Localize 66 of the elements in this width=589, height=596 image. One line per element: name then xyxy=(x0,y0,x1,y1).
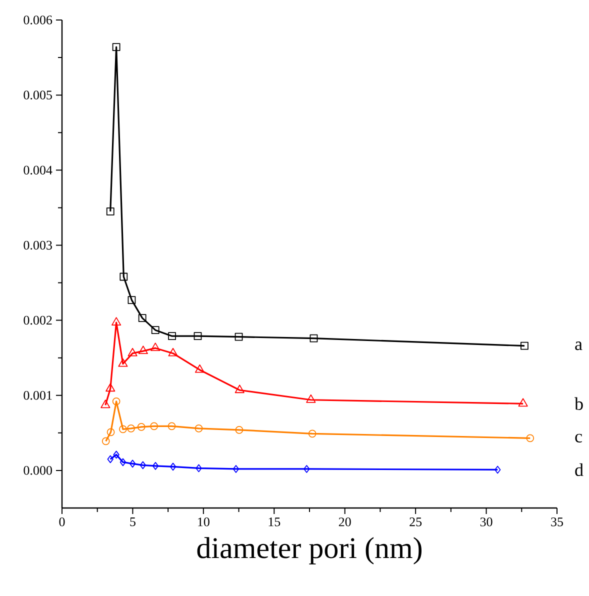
point xyxy=(138,314,146,322)
point xyxy=(234,384,244,394)
x-tick-label: 5 xyxy=(130,518,136,526)
text: d xyxy=(575,463,584,476)
x-tick-label: 25 xyxy=(410,518,422,526)
point xyxy=(120,458,126,466)
point xyxy=(150,342,160,352)
point xyxy=(196,464,202,472)
point xyxy=(152,462,159,470)
point xyxy=(113,450,120,459)
point xyxy=(119,425,127,434)
y-tick-label: 0.000 xyxy=(24,466,52,475)
point xyxy=(112,43,120,51)
point xyxy=(118,358,128,367)
point xyxy=(526,434,534,442)
x-tick-label: 30 xyxy=(480,518,492,526)
y-tick-label: 0.003 xyxy=(24,240,52,250)
point xyxy=(137,422,146,431)
point xyxy=(306,394,316,403)
point xyxy=(194,424,203,432)
point xyxy=(151,326,160,334)
point xyxy=(102,437,110,446)
point xyxy=(128,348,138,356)
point xyxy=(232,465,240,473)
point xyxy=(138,346,148,354)
x-tick-label: 0 xyxy=(59,518,65,526)
point xyxy=(494,466,501,474)
text: b xyxy=(574,397,583,410)
point xyxy=(106,428,115,436)
x-axis-title: diameter pori (nm) xyxy=(197,537,422,564)
x-tick-label: 10 xyxy=(198,518,210,526)
point xyxy=(112,317,122,326)
x-tick-label: 20 xyxy=(338,518,351,526)
point xyxy=(112,397,120,406)
point xyxy=(106,207,114,216)
point xyxy=(107,455,114,464)
point xyxy=(518,398,528,407)
point xyxy=(310,334,318,342)
y-tick-label: 0.005 xyxy=(24,90,52,100)
point xyxy=(234,332,243,341)
point xyxy=(194,332,202,340)
point xyxy=(129,460,136,468)
point xyxy=(168,422,176,430)
y-tick-label: 0.006 xyxy=(24,16,52,24)
point xyxy=(128,296,136,304)
point xyxy=(194,364,205,373)
point xyxy=(520,342,528,350)
y-tick-label: 0.002 xyxy=(24,316,52,325)
point xyxy=(170,462,176,471)
point xyxy=(150,422,158,430)
point xyxy=(120,272,128,281)
point xyxy=(100,400,110,408)
text: a xyxy=(575,342,582,350)
point xyxy=(127,424,135,432)
x-tick-label: 15 xyxy=(268,518,280,526)
point xyxy=(235,426,244,434)
text: c xyxy=(575,434,582,442)
point xyxy=(106,383,116,392)
point xyxy=(168,348,178,356)
point xyxy=(308,430,316,438)
point xyxy=(168,332,176,340)
point xyxy=(304,465,310,473)
y-tick-label: 0.004 xyxy=(24,166,52,175)
x-tick-label: 35 xyxy=(551,518,563,526)
y-tick-label: 0.001 xyxy=(24,390,52,400)
point xyxy=(140,461,146,470)
